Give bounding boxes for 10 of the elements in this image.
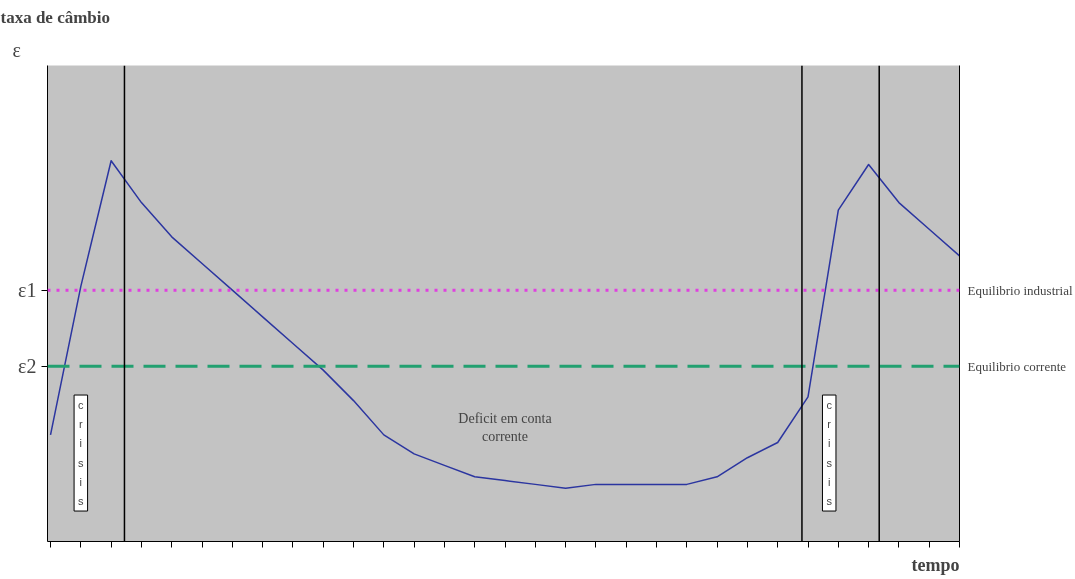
annotation: Deficit em conta corrente [458,410,553,444]
annotation: crisis [78,399,85,508]
text: ε1 [18,279,37,302]
ref-line-label: Equilibrio industrial [967,282,1073,298]
annotation: crisis [826,399,833,508]
ref-line-label: Equilibrio corrente [967,358,1067,374]
text: ε2 [18,355,37,378]
x-axis-title: tempo [911,554,960,575]
chart-title: taxa de câmbio [0,7,111,27]
text: ε [12,38,21,61]
